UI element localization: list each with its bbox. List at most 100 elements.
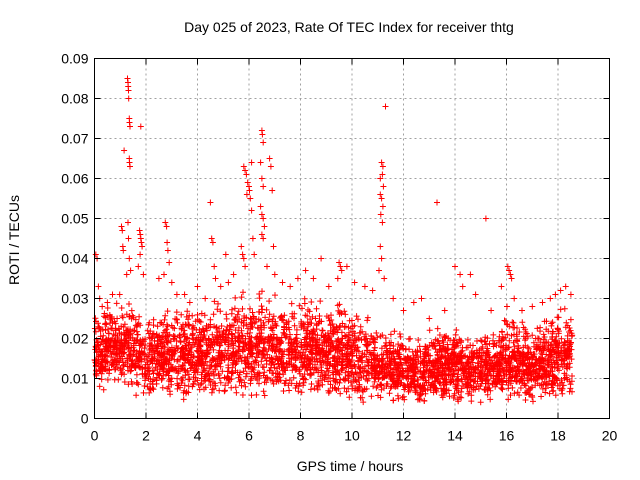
data-point bbox=[225, 380, 232, 386]
data-point bbox=[517, 385, 524, 391]
data-point bbox=[96, 346, 103, 353]
data-point bbox=[539, 385, 546, 392]
y-tick-label: 0.04 bbox=[61, 251, 88, 267]
data-point bbox=[238, 327, 245, 334]
data-point bbox=[554, 377, 561, 384]
data-point bbox=[192, 339, 199, 346]
data-point bbox=[489, 363, 496, 370]
data-point bbox=[346, 329, 353, 336]
data-point bbox=[182, 321, 189, 328]
data-point bbox=[299, 305, 305, 312]
data-point bbox=[241, 317, 247, 324]
data-point bbox=[486, 356, 493, 363]
data-point bbox=[286, 358, 292, 365]
data-point bbox=[441, 390, 447, 397]
data-point bbox=[452, 331, 459, 338]
data-point bbox=[110, 331, 117, 338]
data-point bbox=[276, 371, 283, 378]
data-point bbox=[286, 345, 293, 352]
data-point bbox=[178, 311, 185, 318]
data-point bbox=[377, 333, 384, 340]
data-point bbox=[258, 175, 265, 182]
data-point bbox=[131, 327, 138, 334]
data-point bbox=[361, 336, 368, 343]
data-point bbox=[277, 315, 284, 321]
data-point bbox=[483, 361, 490, 368]
data-point bbox=[520, 367, 527, 374]
data-point bbox=[291, 363, 298, 370]
data-point bbox=[359, 387, 366, 394]
data-point bbox=[135, 381, 142, 388]
data-point bbox=[555, 314, 562, 321]
y-tick-label: 0 bbox=[81, 411, 89, 427]
data-point bbox=[292, 357, 299, 364]
data-point bbox=[353, 313, 360, 320]
data-point bbox=[461, 365, 468, 372]
data-point bbox=[259, 131, 266, 138]
data-point bbox=[208, 389, 215, 396]
data-point bbox=[260, 215, 267, 222]
data-point bbox=[436, 358, 443, 365]
data-point bbox=[410, 299, 417, 306]
data-point bbox=[195, 382, 202, 388]
data-point bbox=[307, 370, 314, 377]
data-point bbox=[530, 398, 536, 405]
data-point bbox=[302, 267, 309, 274]
data-point bbox=[382, 343, 388, 350]
data-point bbox=[239, 392, 246, 398]
data-point bbox=[272, 318, 279, 325]
data-point bbox=[113, 300, 120, 307]
data-point bbox=[180, 389, 187, 396]
y-tick-label: 0.07 bbox=[61, 131, 88, 147]
data-point bbox=[195, 340, 202, 347]
data-point bbox=[167, 391, 174, 398]
data-point bbox=[329, 385, 336, 391]
data-point bbox=[467, 364, 474, 371]
data-point bbox=[205, 335, 212, 342]
data-point bbox=[137, 123, 144, 130]
data-point bbox=[135, 363, 142, 370]
data-point bbox=[398, 342, 405, 349]
data-point bbox=[319, 381, 326, 388]
data-point bbox=[384, 348, 391, 355]
data-point bbox=[371, 378, 378, 385]
data-point bbox=[308, 381, 315, 387]
data-point bbox=[267, 163, 274, 170]
data-point bbox=[559, 390, 566, 397]
data-point bbox=[164, 239, 171, 246]
data-point bbox=[150, 316, 157, 323]
data-point bbox=[364, 377, 371, 384]
data-point bbox=[419, 388, 426, 395]
data-point bbox=[168, 279, 175, 286]
data-point bbox=[437, 346, 444, 353]
data-point bbox=[569, 373, 575, 379]
data-point bbox=[132, 360, 139, 367]
data-point bbox=[484, 335, 491, 342]
data-point bbox=[275, 356, 282, 363]
data-point bbox=[145, 353, 152, 359]
data-point bbox=[266, 342, 273, 349]
data-point bbox=[536, 382, 543, 389]
data-point bbox=[562, 324, 569, 331]
data-point bbox=[346, 394, 353, 401]
data-point bbox=[339, 366, 345, 373]
data-point bbox=[561, 360, 568, 367]
data-point bbox=[217, 363, 224, 370]
data-point bbox=[98, 338, 105, 345]
data-point bbox=[560, 382, 567, 389]
data-point bbox=[552, 392, 559, 399]
data-point bbox=[386, 390, 393, 397]
data-point bbox=[215, 349, 222, 356]
data-point bbox=[434, 376, 441, 383]
data-point bbox=[508, 353, 515, 360]
data-point bbox=[553, 350, 560, 356]
data-point bbox=[333, 368, 340, 375]
data-point bbox=[400, 382, 407, 389]
data-point bbox=[246, 187, 253, 194]
data-point bbox=[188, 354, 195, 361]
data-point bbox=[272, 292, 278, 299]
y-tick-label: 0.03 bbox=[61, 291, 88, 307]
data-point bbox=[416, 343, 423, 350]
data-point bbox=[104, 347, 111, 354]
data-point bbox=[98, 376, 105, 383]
